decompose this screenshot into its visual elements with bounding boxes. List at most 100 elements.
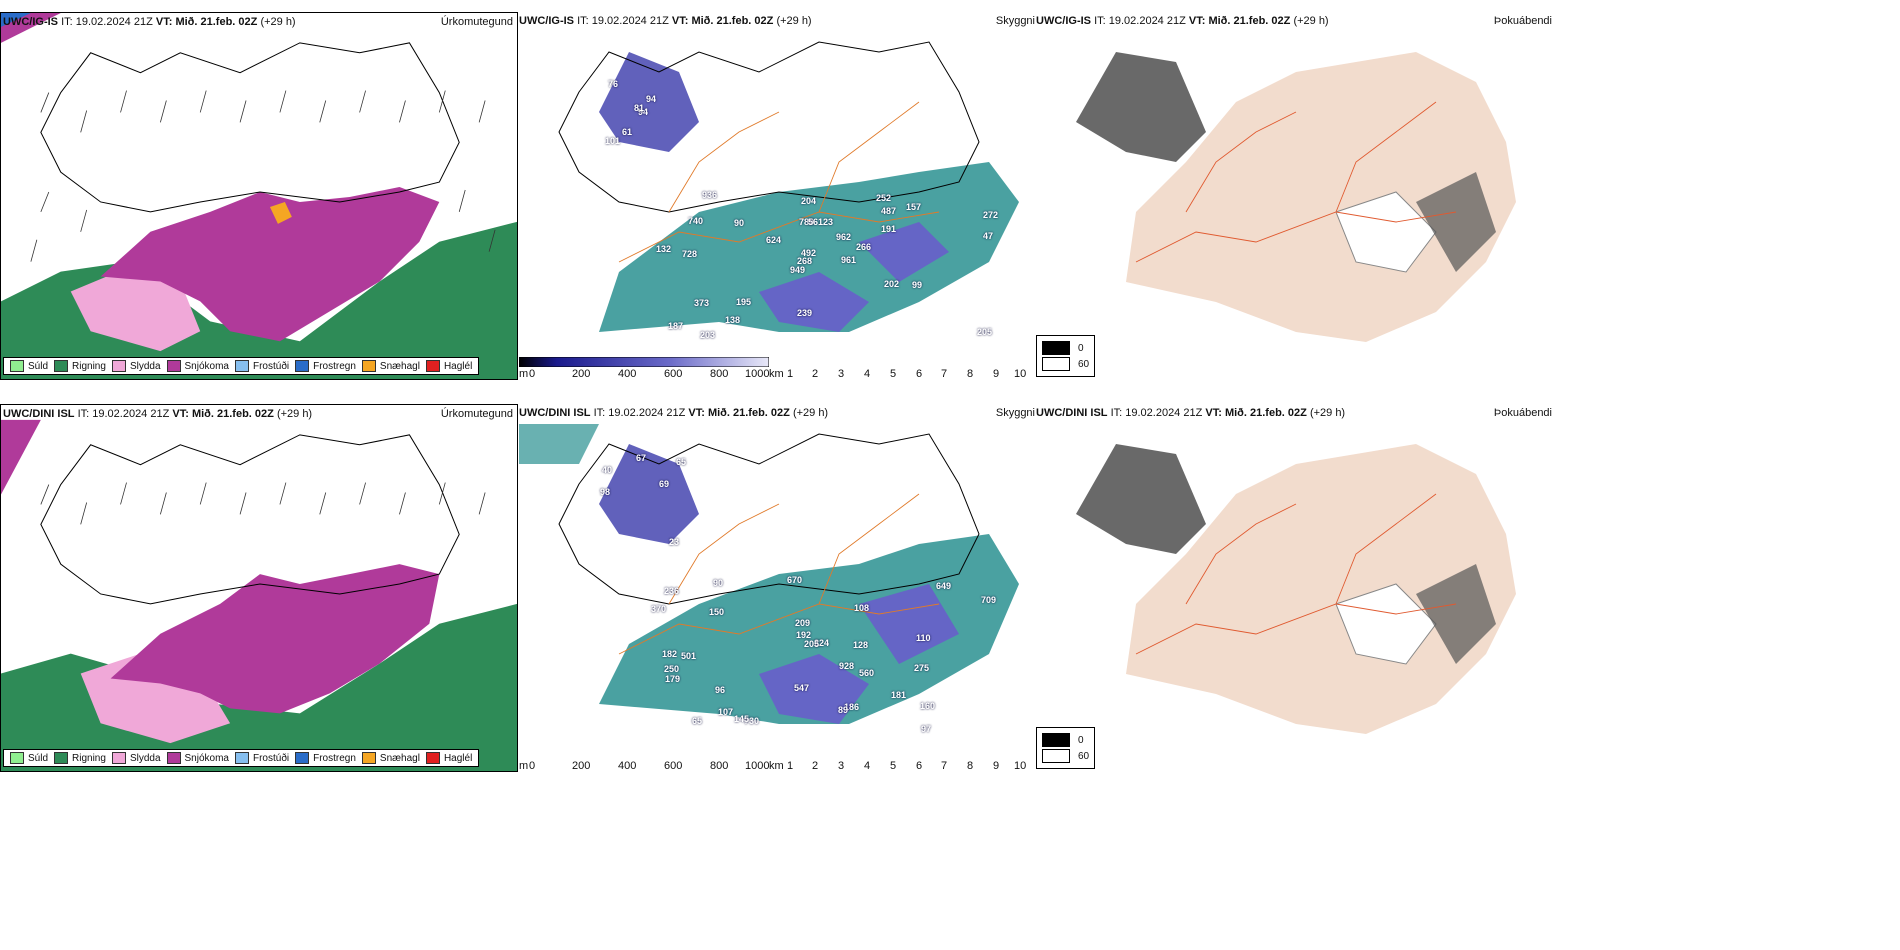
height-label: 236 [664,586,680,596]
height-label: 239 [797,308,813,318]
height-labels: 98 67 69 65 40 23 501 108 209 649 224 275 670 370 150 9… [519,404,1035,772]
precip-type-map-dini: UWC/DINI ISL IT: 19.02.2024 21Z VT: Mið.… [0,404,518,772]
height-label: 61 [622,127,633,137]
panel-title: Þokuábendi [1493,407,1552,419]
height-label: 94 [646,94,657,104]
height-label: 492 [801,248,817,258]
height-label: 730 [744,716,760,726]
height-label: 40 [602,465,613,475]
height-label: 501 [681,651,697,661]
precip-type-map-igis: UWC/IG-IS IT: 19.02.2024 21Z VT: Mið. 21… [0,12,518,380]
precip-map-graphic [1,13,517,379]
height-label: 928 [839,661,855,671]
height-label: 205 [804,639,820,649]
height-label: 962 [836,232,852,242]
visibility-map-graphic [519,404,1035,772]
height-label: 108 [854,603,870,613]
panel-header: UWC/DINI ISL IT: 19.02.2024 21Z VT: Mið.… [1036,407,1346,419]
height-label: 96 [715,685,726,695]
height-label: 179 [665,674,681,684]
height-label: 67 [636,453,647,463]
height-label: 90 [734,218,745,228]
height-label: 89 [838,705,849,715]
height-label: 204 [801,196,817,206]
height-label: 949 [790,265,806,275]
fog-legend: 0 60 [1036,335,1096,377]
precip-legend: Súld Rigning Slydda Snjókoma Frostúði Fr… [3,749,480,767]
height-label: 936 [702,190,718,200]
height-label: 272 [983,210,999,220]
height-label: 56 [808,217,819,227]
fog-map-igis: UWC/IG-IS IT: 19.02.2024 21Z VT: Mið. 21… [1036,12,1556,380]
height-label: 209 [795,618,811,628]
height-label: 132 [656,244,672,254]
height-colorbar [519,357,769,367]
height-label: 76 [608,79,619,89]
height-label: 266 [856,242,872,252]
height-label: 252 [876,193,892,203]
height-label: 98 [600,487,611,497]
height-label: 202 [884,279,900,289]
height-label: 157 [906,202,922,212]
panel-header: UWC/DINI ISL IT: 19.02.2024 21Z VT: Mið.… [519,407,829,419]
height-label: 275 [914,663,930,673]
panel-title: Þokuábendi [1493,15,1552,27]
height-label: 65 [676,457,687,467]
panel-title: Úrkomutegund [440,16,513,28]
height-label: 138 [725,315,741,325]
height-label: 90 [713,578,724,588]
height-label: 182 [662,649,678,659]
panel-header: UWC/IG-IS IT: 19.02.2024 21Z VT: Mið. 21… [1036,15,1329,27]
height-label: 145 [734,714,750,724]
height-label: 69 [659,479,670,489]
height-label: 101 [605,136,621,146]
fog-map-dini: UWC/DINI ISL IT: 19.02.2024 21Z VT: Mið.… [1036,404,1556,772]
height-label: 65 [692,716,703,726]
panel-title: Úrkomutegund [440,408,513,420]
height-labels: 94 76 81 101 94 61 252 123 487 961 936 205 728 272 949… [519,12,1035,380]
height-label: 780 [799,217,815,227]
fog-map-graphic [1036,404,1556,772]
height-label: 128 [853,640,869,650]
height-label: 195 [736,297,752,307]
height-label: 107 [718,707,734,717]
height-label: 224 [814,638,830,648]
height-label: 487 [881,206,897,216]
height-label: 110 [916,633,931,643]
height-label: 97 [921,724,932,734]
height-label: 160 [920,701,936,711]
fog-map-graphic [1036,12,1556,380]
visibility-map-dini: UWC/DINI ISL IT: 19.02.2024 21Z VT: Mið.… [519,404,1035,772]
height-label: 709 [981,595,997,605]
panel-header: UWC/DINI ISL IT: 19.02.2024 21Z VT: Mið.… [3,408,313,420]
height-label: 47 [983,231,994,241]
height-label: 373 [694,298,710,308]
height-label: 23 [669,537,680,547]
height-label: 123 [818,217,834,227]
height-label: 624 [766,235,782,245]
height-label: 186 [844,702,860,712]
height-label: 205 [977,327,993,337]
height-label: 370 [651,604,667,614]
height-label: 728 [682,249,698,259]
panel-header: UWC/IG-IS IT: 19.02.2024 21Z VT: Mið. 21… [519,15,812,27]
height-label: 181 [891,690,907,700]
height-label: 203 [700,330,716,340]
height-label: 250 [664,664,680,674]
height-label: 740 [688,216,704,226]
height-label: 560 [859,668,875,678]
fog-legend: 0 60 [1036,727,1096,769]
height-label: 81 [634,103,645,113]
panel-title: Skyggni [995,15,1035,27]
height-label: 649 [936,581,952,591]
visibility-map-igis: UWC/IG-IS IT: 19.02.2024 21Z VT: Mið. 21… [519,12,1035,380]
height-label: 191 [881,224,897,234]
height-label: 670 [787,575,803,585]
height-label: 187 [668,321,684,331]
height-label: 268 [797,256,813,266]
precip-map-graphic [1,405,517,771]
height-label: 547 [794,683,810,693]
panel-title: Skyggni [995,407,1035,419]
height-label: 150 [709,607,725,617]
precip-legend: Súld Rigning Slydda Snjókoma Frostúði Fr… [3,357,480,375]
